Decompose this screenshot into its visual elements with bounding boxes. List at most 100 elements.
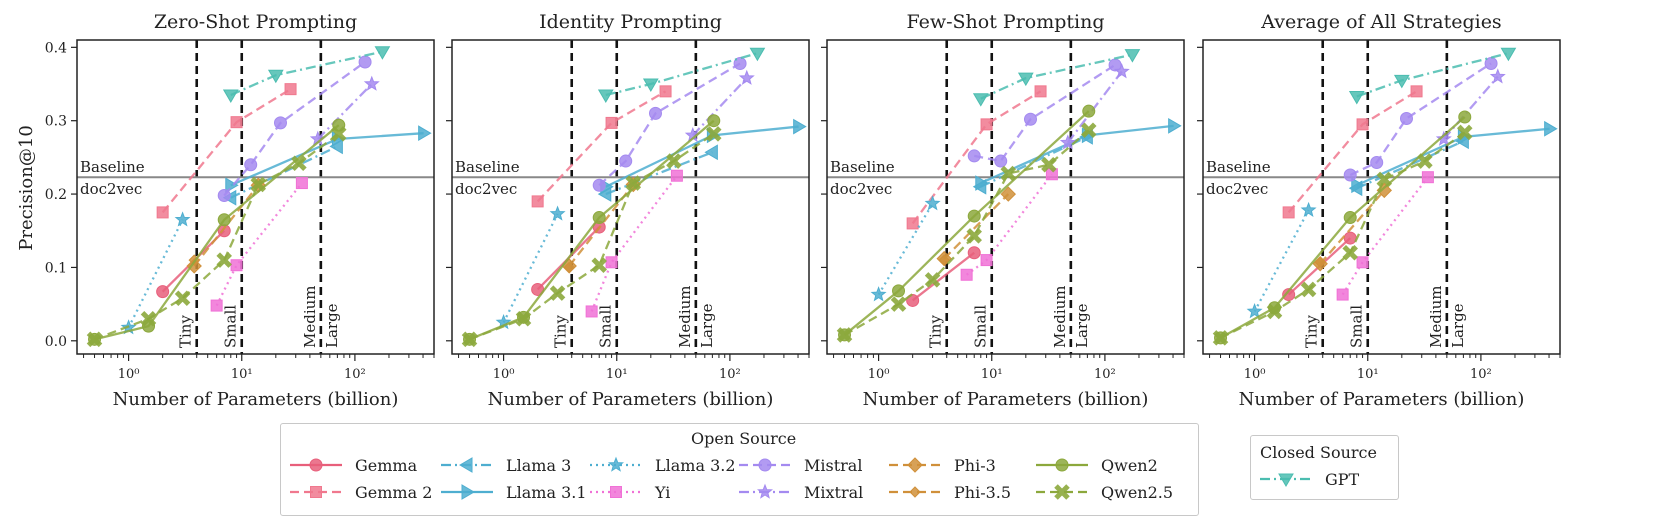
data-point [597, 89, 614, 104]
x-tick-label: 10⁰ [868, 367, 890, 382]
series-llama-3-2 [495, 205, 566, 330]
series-line [230, 50, 383, 97]
data-point [592, 211, 606, 225]
x-axis-label: Number of Parameters (billion) [1239, 389, 1525, 410]
legend-marker [907, 457, 923, 473]
baseline-method-label: doc2vec [1206, 180, 1268, 198]
series-line [598, 62, 741, 187]
size-class-label-medium: Medium [1051, 285, 1069, 348]
series-line [877, 203, 934, 296]
series-gpt [597, 47, 766, 104]
legend-label: Llama 3 [506, 455, 572, 475]
legend-swatch [1036, 458, 1088, 472]
data-point [186, 258, 202, 274]
data-point [836, 327, 853, 343]
size-class-label-tiny: Tiny [927, 315, 945, 348]
data-point [1282, 288, 1296, 302]
size-class-label-large: Large [1073, 303, 1091, 348]
legend-label: Qwen2 [1101, 455, 1158, 475]
baseline-method-label: doc2vec [455, 180, 517, 198]
series-phi-3-5 [563, 261, 575, 274]
legend-marker [758, 458, 772, 472]
data-point [1484, 56, 1498, 70]
data-point [659, 85, 672, 98]
baseline-label: Baseline [830, 158, 895, 176]
data-point [1458, 110, 1472, 124]
data-point [938, 254, 950, 266]
series-gemma-2 [906, 85, 1047, 230]
legend-swatch [290, 486, 342, 498]
x-tick-label: 10¹ [981, 367, 1003, 382]
data-point [967, 246, 981, 260]
series-mixtral [1059, 63, 1130, 150]
series-line [193, 184, 260, 267]
series-line [1219, 116, 1466, 339]
legend-label: Gemma [355, 455, 418, 475]
legend-label: Phi-3 [954, 455, 996, 475]
legend-item-qwen2-5: Qwen2.5 [1033, 481, 1173, 503]
legend-item-llama-3: Llama 3 [438, 454, 571, 476]
x-axis-label: Number of Parameters (billion) [863, 389, 1149, 410]
series-line [1287, 90, 1418, 214]
data-point [749, 47, 766, 62]
data-point [619, 154, 633, 168]
plot-frame [76, 39, 435, 355]
panel-zero-shot-prompting: Zero-Shot Prompting 10⁰ 10¹ 10² 0.0 0.1 0.2 0.3… [45, 11, 435, 410]
series-line [605, 151, 713, 196]
series-mistral [967, 58, 1122, 168]
data-point [1421, 171, 1434, 184]
data-point [738, 69, 755, 85]
legend-label: Gemma 2 [355, 482, 433, 502]
size-class-label-small: Small [597, 305, 615, 348]
data-point [284, 83, 297, 96]
data-point [1336, 288, 1349, 301]
series-llama-3-2 [1246, 201, 1317, 319]
data-point [363, 75, 380, 91]
data-point [1343, 211, 1357, 225]
data-point [1500, 47, 1517, 62]
size-class-label-tiny: Tiny [177, 315, 195, 348]
data-point [330, 126, 347, 142]
series-phi-3-5 [938, 254, 950, 266]
legend-label: Yi [655, 482, 671, 502]
legend-marker [309, 458, 323, 472]
data-point [591, 257, 607, 273]
x-tick-label: 10¹ [606, 367, 628, 382]
data-point [704, 144, 718, 161]
series-line [316, 83, 373, 140]
data-point [1000, 165, 1017, 182]
closed-source-legend-title: Closed Source [1260, 443, 1377, 462]
data-point [1393, 74, 1410, 89]
legend-label: Llama 3.2 [655, 455, 736, 475]
data-point [1282, 206, 1295, 219]
data-point [1489, 68, 1506, 84]
legend-label: Phi-3.5 [954, 482, 1012, 502]
legend-label: GPT [1325, 469, 1360, 489]
legend-swatch [590, 456, 642, 472]
data-point [625, 175, 642, 191]
data-point [250, 176, 267, 193]
panel-title: Few-Shot Prompting [906, 11, 1104, 33]
data-point [1376, 171, 1393, 188]
legend-item-llama-3-2: Llama 3.2 [587, 454, 736, 476]
legend-item-phi-3: Phi-3 [886, 454, 996, 476]
data-point [1348, 90, 1365, 105]
size-class-label-medium: Medium [301, 285, 319, 348]
series-mixtral [1435, 68, 1506, 146]
data-point [1017, 72, 1034, 87]
data-point [994, 154, 1008, 168]
series-line [127, 219, 184, 329]
data-point [733, 56, 747, 70]
series-line [691, 77, 748, 137]
series-gemma-2 [156, 83, 297, 219]
legend-item-mistral: Mistral [736, 454, 862, 476]
x-tick-label: 10² [344, 367, 366, 382]
legend-marker [1054, 484, 1070, 500]
data-point [230, 116, 243, 129]
data-point [924, 272, 941, 288]
data-point [217, 213, 231, 227]
series-gemma [906, 246, 981, 307]
legend-swatch [290, 458, 342, 472]
data-point [244, 158, 258, 172]
legend-swatch [590, 486, 642, 498]
